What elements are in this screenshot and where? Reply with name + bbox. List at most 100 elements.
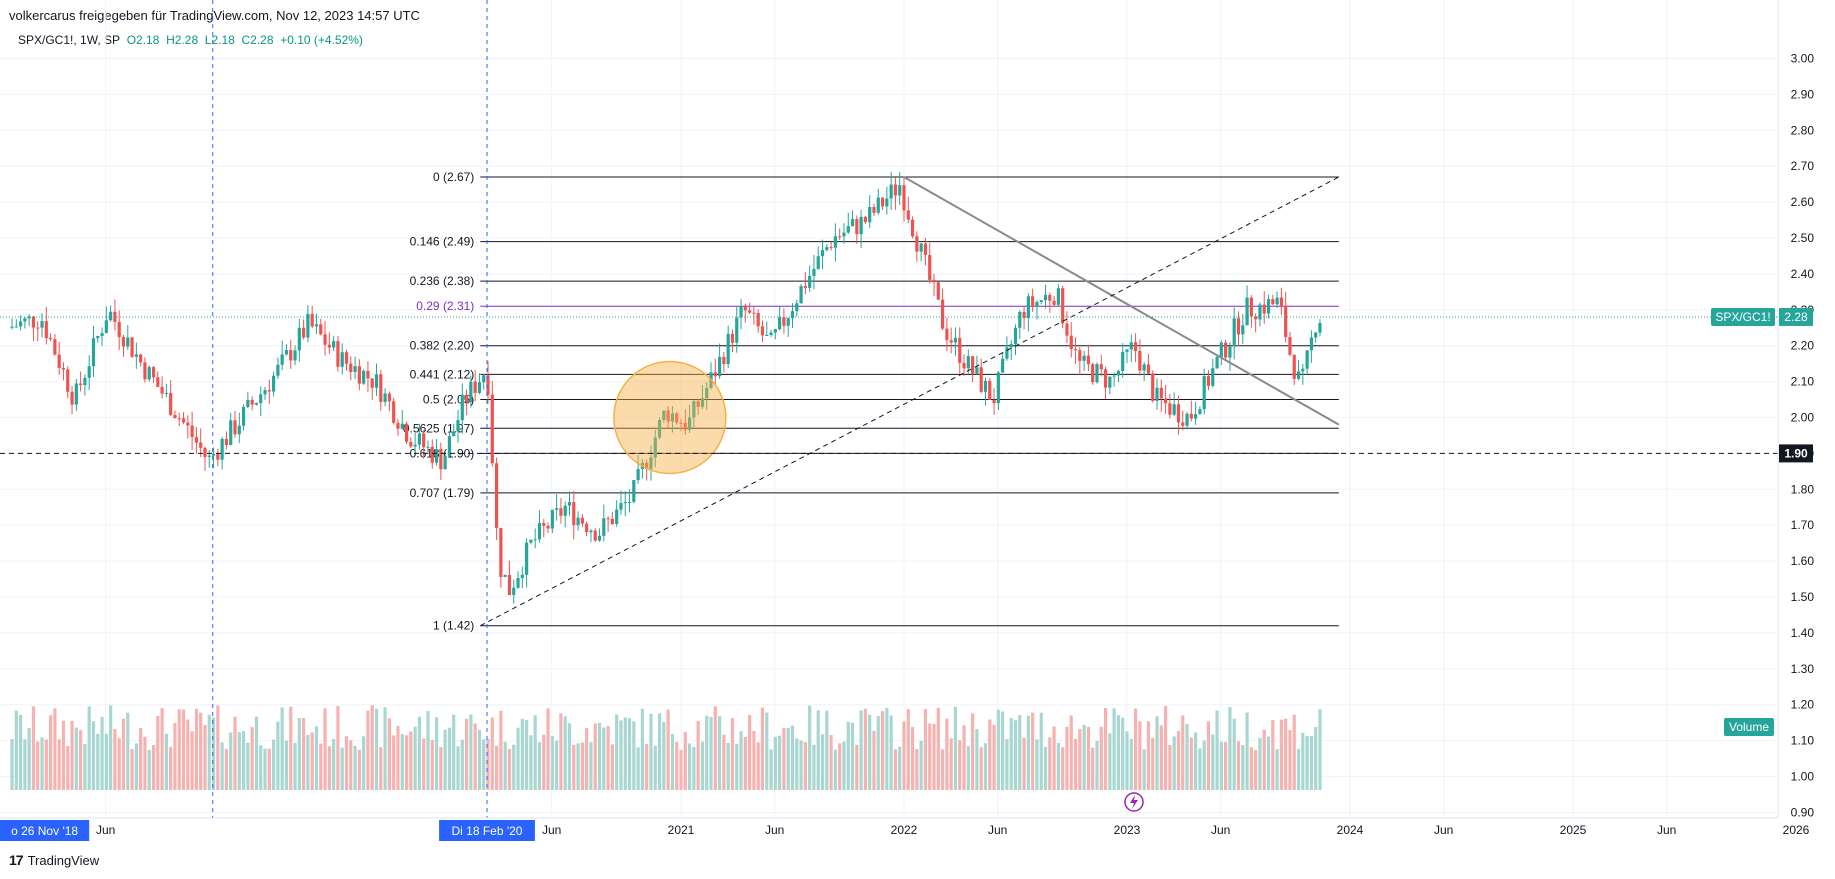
trend-line[interactable] xyxy=(480,176,1340,627)
volume-bar xyxy=(83,744,87,790)
candle-body xyxy=(1048,294,1052,301)
volume-bar xyxy=(387,718,391,790)
candle-body xyxy=(366,370,370,379)
tradingview-logo[interactable]: 17 TradingView xyxy=(9,852,99,868)
candle-body xyxy=(490,394,494,464)
candle-body xyxy=(940,299,945,329)
volume-bar xyxy=(1254,749,1258,790)
volume-bar xyxy=(413,726,417,790)
volume-bar xyxy=(126,712,130,790)
candle-body xyxy=(267,390,271,392)
volume-bar xyxy=(417,716,422,790)
candle-body xyxy=(825,247,829,251)
candle-body xyxy=(23,318,27,322)
candle-body xyxy=(1232,318,1236,347)
volume-bar xyxy=(96,733,100,790)
legend-symbol[interactable]: SPX/GC1!, 1W, SP xyxy=(18,33,121,47)
candle-body xyxy=(748,310,752,313)
candle-body xyxy=(1121,351,1125,371)
time-axis[interactable]: Jun Jun 2021 Jun 2022 Jun 2023 Jun 2024 Jun 2025 Ju… xyxy=(0,817,1835,841)
volume-bar xyxy=(808,705,812,790)
volume-bar xyxy=(726,742,730,790)
volume-bar xyxy=(1155,716,1159,790)
volume-bar xyxy=(366,710,370,790)
legend-close: C2.28 xyxy=(241,33,274,47)
volume-badge[interactable] xyxy=(1724,718,1774,736)
current-price-value: 2.28 xyxy=(1784,310,1808,324)
volume-bar xyxy=(1039,712,1043,790)
volume-bar xyxy=(1189,737,1193,790)
candle-body xyxy=(1194,414,1198,419)
volume-bar xyxy=(460,739,464,790)
crosshair-date-badge[interactable] xyxy=(439,820,535,841)
candle-body xyxy=(662,410,666,420)
volume-bar xyxy=(640,708,645,790)
volume-bar xyxy=(709,717,713,790)
volume-bar xyxy=(516,727,520,790)
annotations[interactable]: SPX/GC1! Volume xyxy=(0,0,1778,818)
candle-body xyxy=(1202,376,1206,410)
candle-body xyxy=(336,341,340,367)
volume-bar xyxy=(370,705,374,790)
volume-bar xyxy=(533,715,537,790)
volume-bar xyxy=(915,749,919,790)
candle-body xyxy=(392,401,396,423)
price-tick-label: 2.50 xyxy=(1791,231,1815,245)
candle-body xyxy=(1065,323,1069,336)
candle-body xyxy=(379,374,383,402)
volume-bar xyxy=(992,724,996,790)
volume-bar xyxy=(576,743,580,790)
candle-body xyxy=(1039,300,1043,302)
candle-body xyxy=(237,425,241,435)
candle-body xyxy=(229,420,233,445)
candle-body xyxy=(104,320,108,334)
trend-line[interactable] xyxy=(903,176,1340,426)
legend-change: +0.10 (+4.52%) xyxy=(280,33,363,47)
volume-bar xyxy=(1056,742,1060,790)
fib-retracement[interactable]: 0 (2.67) 0.146 (2.49) 0.236 (2.38) 0.29 (2.… xyxy=(403,170,1339,633)
volume-bar xyxy=(156,715,160,790)
crosshair-date-badge[interactable] xyxy=(0,820,90,841)
volume-bar xyxy=(190,731,194,790)
horizontal-line-badge[interactable] xyxy=(1779,444,1813,463)
volume-bar xyxy=(490,717,494,790)
volume-bar xyxy=(752,731,756,790)
candle-body xyxy=(666,410,670,422)
volume-bar xyxy=(434,717,439,790)
volume-bar xyxy=(760,707,765,790)
candle-body xyxy=(1228,346,1232,358)
candle-body xyxy=(945,328,949,341)
candle-body xyxy=(1129,342,1133,350)
symbol-badge[interactable] xyxy=(1711,307,1775,326)
volume-bar xyxy=(1305,736,1309,790)
price-tick-label: 1.10 xyxy=(1791,734,1815,748)
volume-bar xyxy=(486,738,490,790)
candle-body xyxy=(456,420,460,432)
candle-body xyxy=(533,539,537,541)
volume-bar xyxy=(57,739,61,790)
candle-body xyxy=(606,518,610,520)
highlight-circle[interactable] xyxy=(613,360,727,475)
candle-body xyxy=(1288,337,1292,355)
volume-bar xyxy=(1309,736,1314,790)
volume-bar xyxy=(855,744,859,790)
candle-body xyxy=(246,399,250,407)
candle-body xyxy=(1318,322,1322,333)
current-price-badge[interactable] xyxy=(1779,307,1813,326)
volume-bar xyxy=(1215,710,1219,790)
volume-bar xyxy=(1262,729,1266,790)
crosshair-date-label: Di 18 Feb '20 xyxy=(451,824,522,838)
volume-bar xyxy=(1206,721,1211,790)
volume-bar xyxy=(186,719,190,790)
candle-body xyxy=(482,375,486,383)
candle-body xyxy=(1262,304,1266,314)
candle-body xyxy=(276,364,280,376)
candle-body xyxy=(383,393,387,402)
candle-body xyxy=(675,413,679,423)
candle-body xyxy=(550,509,554,529)
candle-body xyxy=(156,377,160,387)
candle-body xyxy=(619,503,623,510)
volume-bar xyxy=(687,743,692,790)
price-axis[interactable]: 3.002.902.802.702.602.502.402.302.202.10… xyxy=(1777,0,1835,820)
